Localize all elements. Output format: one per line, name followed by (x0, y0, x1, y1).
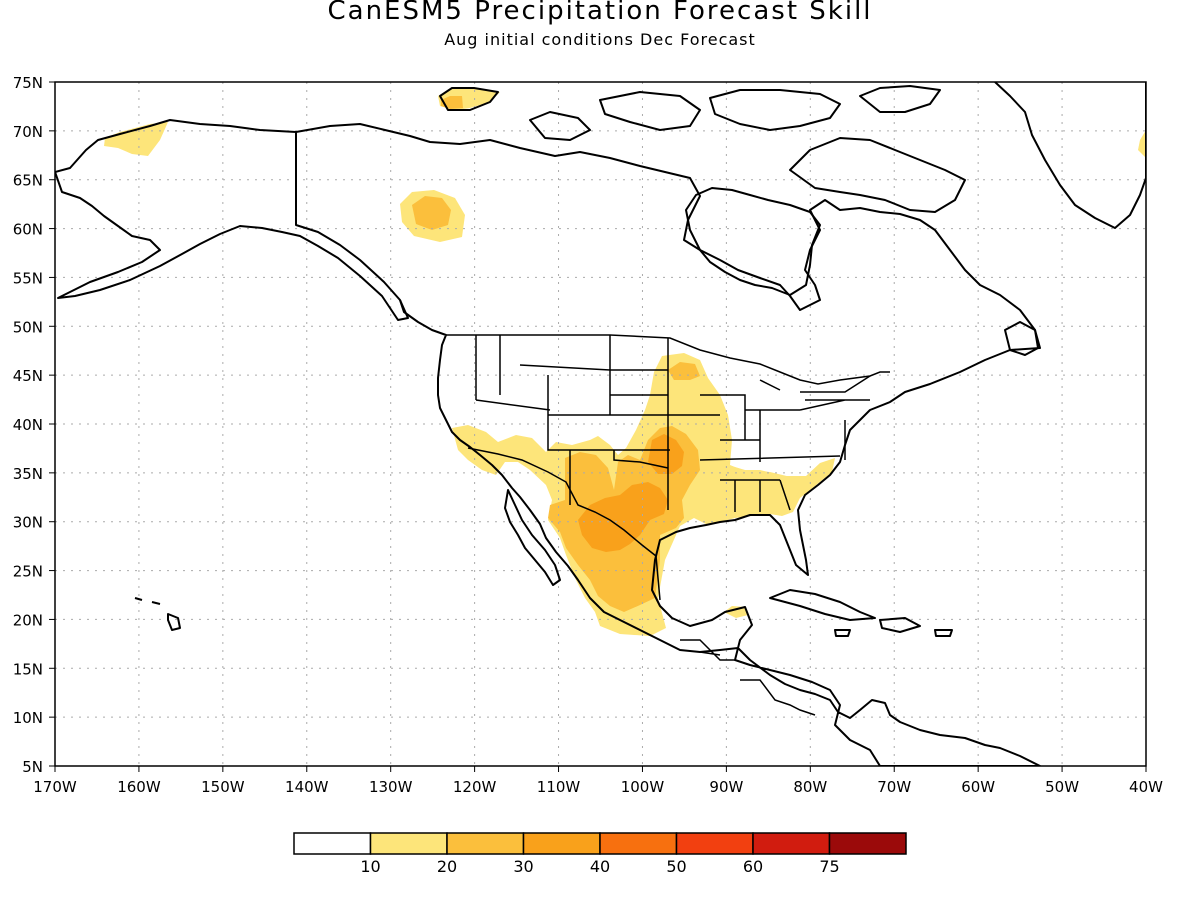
lat-label: 55N (13, 269, 43, 287)
skill-region-southeast (708, 464, 800, 516)
hispaniola (879, 617, 921, 633)
lat-label: 15N (13, 660, 43, 678)
skill-region-midwest (668, 362, 700, 380)
skill-region-nw-territories-core (412, 196, 451, 230)
jamaica (834, 629, 851, 637)
puerto-rico (934, 629, 953, 637)
hawaii (134, 597, 181, 631)
us-mexico-border (467, 447, 657, 557)
latitude-labels: 75N 70N 65N 60N 55N 50N 45N 40N 35N 30N 25N 20N 15N 1… (13, 74, 55, 776)
colorbar: 10 20 30 40 50 60 75 (293, 832, 907, 876)
colorbar-swatch (446, 832, 525, 855)
skill-shading (104, 89, 1146, 636)
colorbar-label: 75 (819, 857, 839, 876)
lat-label: 45N (13, 367, 43, 385)
colorbar-label: 50 (666, 857, 686, 876)
lon-label: 40W (1129, 778, 1163, 796)
arctic-island-1 (439, 87, 499, 111)
colorbar-label: 10 (360, 857, 380, 876)
lat-label: 65N (13, 172, 43, 190)
lat-label: 25N (13, 563, 43, 581)
colorbar-swatch (369, 832, 448, 855)
greenland (994, 82, 1146, 229)
arctic-island-4 (709, 89, 841, 131)
colorbar-swatch (293, 832, 372, 855)
baffin-island (789, 137, 966, 213)
colorbar-swatch (675, 832, 754, 855)
lon-label: 130W (369, 778, 413, 796)
map-subtitle: Aug initial conditions Dec Forecast (444, 30, 756, 49)
map-title: CanESM5 Precipitation Forecast Skill (327, 0, 873, 26)
lon-label: 110W (537, 778, 581, 796)
longitude-labels: 170W 160W 150W 140W 130W 120W 110W 100W 90W 80W 70… (33, 766, 1163, 796)
lon-label: 80W (793, 778, 827, 796)
lat-label: 5N (22, 758, 43, 776)
cuba (769, 589, 876, 621)
colorbar-swatch (599, 832, 678, 855)
lon-label: 120W (453, 778, 497, 796)
lon-label: 50W (1045, 778, 1079, 796)
arctic-island-3 (599, 91, 701, 131)
lon-label: 70W (877, 778, 911, 796)
mainland-coast (295, 123, 1041, 766)
lat-label: 30N (13, 514, 43, 532)
state-lines (475, 335, 871, 512)
newfoundland (1004, 321, 1039, 356)
colorbar-label: 40 (590, 857, 610, 876)
political-boundaries (295, 132, 890, 716)
lon-label: 140W (285, 778, 329, 796)
hudson-bay (685, 187, 821, 296)
mexico-state-lines (655, 555, 816, 716)
colorbar-swatch (828, 832, 907, 855)
lat-label: 75N (13, 74, 43, 92)
lat-label: 10N (13, 709, 43, 727)
graticule (55, 82, 1146, 766)
skill-region-texas-core (578, 482, 668, 552)
lat-label: 50N (13, 318, 43, 336)
lon-label: 160W (117, 778, 161, 796)
colorbar-swatch (522, 832, 601, 855)
lat-label: 20N (13, 611, 43, 629)
lat-label: 70N (13, 123, 43, 141)
skill-region-greenland-east (1138, 130, 1146, 158)
lon-label: 60W (961, 778, 995, 796)
coastlines (55, 82, 1146, 766)
colorbar-swatch (752, 832, 831, 855)
colorbar-label: 60 (743, 857, 763, 876)
lat-label: 35N (13, 465, 43, 483)
lat-label: 40N (13, 416, 43, 434)
skill-region-missouri (648, 434, 684, 474)
baja-california (504, 489, 561, 586)
skill-region-alaska-north (104, 122, 168, 156)
lon-label: 90W (709, 778, 743, 796)
colorbar-label: 30 (513, 857, 533, 876)
lon-label: 170W (33, 778, 77, 796)
lon-label: 100W (621, 778, 665, 796)
lat-label: 60N (13, 221, 43, 239)
skill-region-yucatan (724, 606, 748, 618)
ellesmere-island (859, 85, 941, 113)
arctic-island-2 (529, 111, 591, 141)
alaska-coast (55, 119, 409, 321)
lon-label: 150W (201, 778, 245, 796)
colorbar-label: 20 (437, 857, 457, 876)
